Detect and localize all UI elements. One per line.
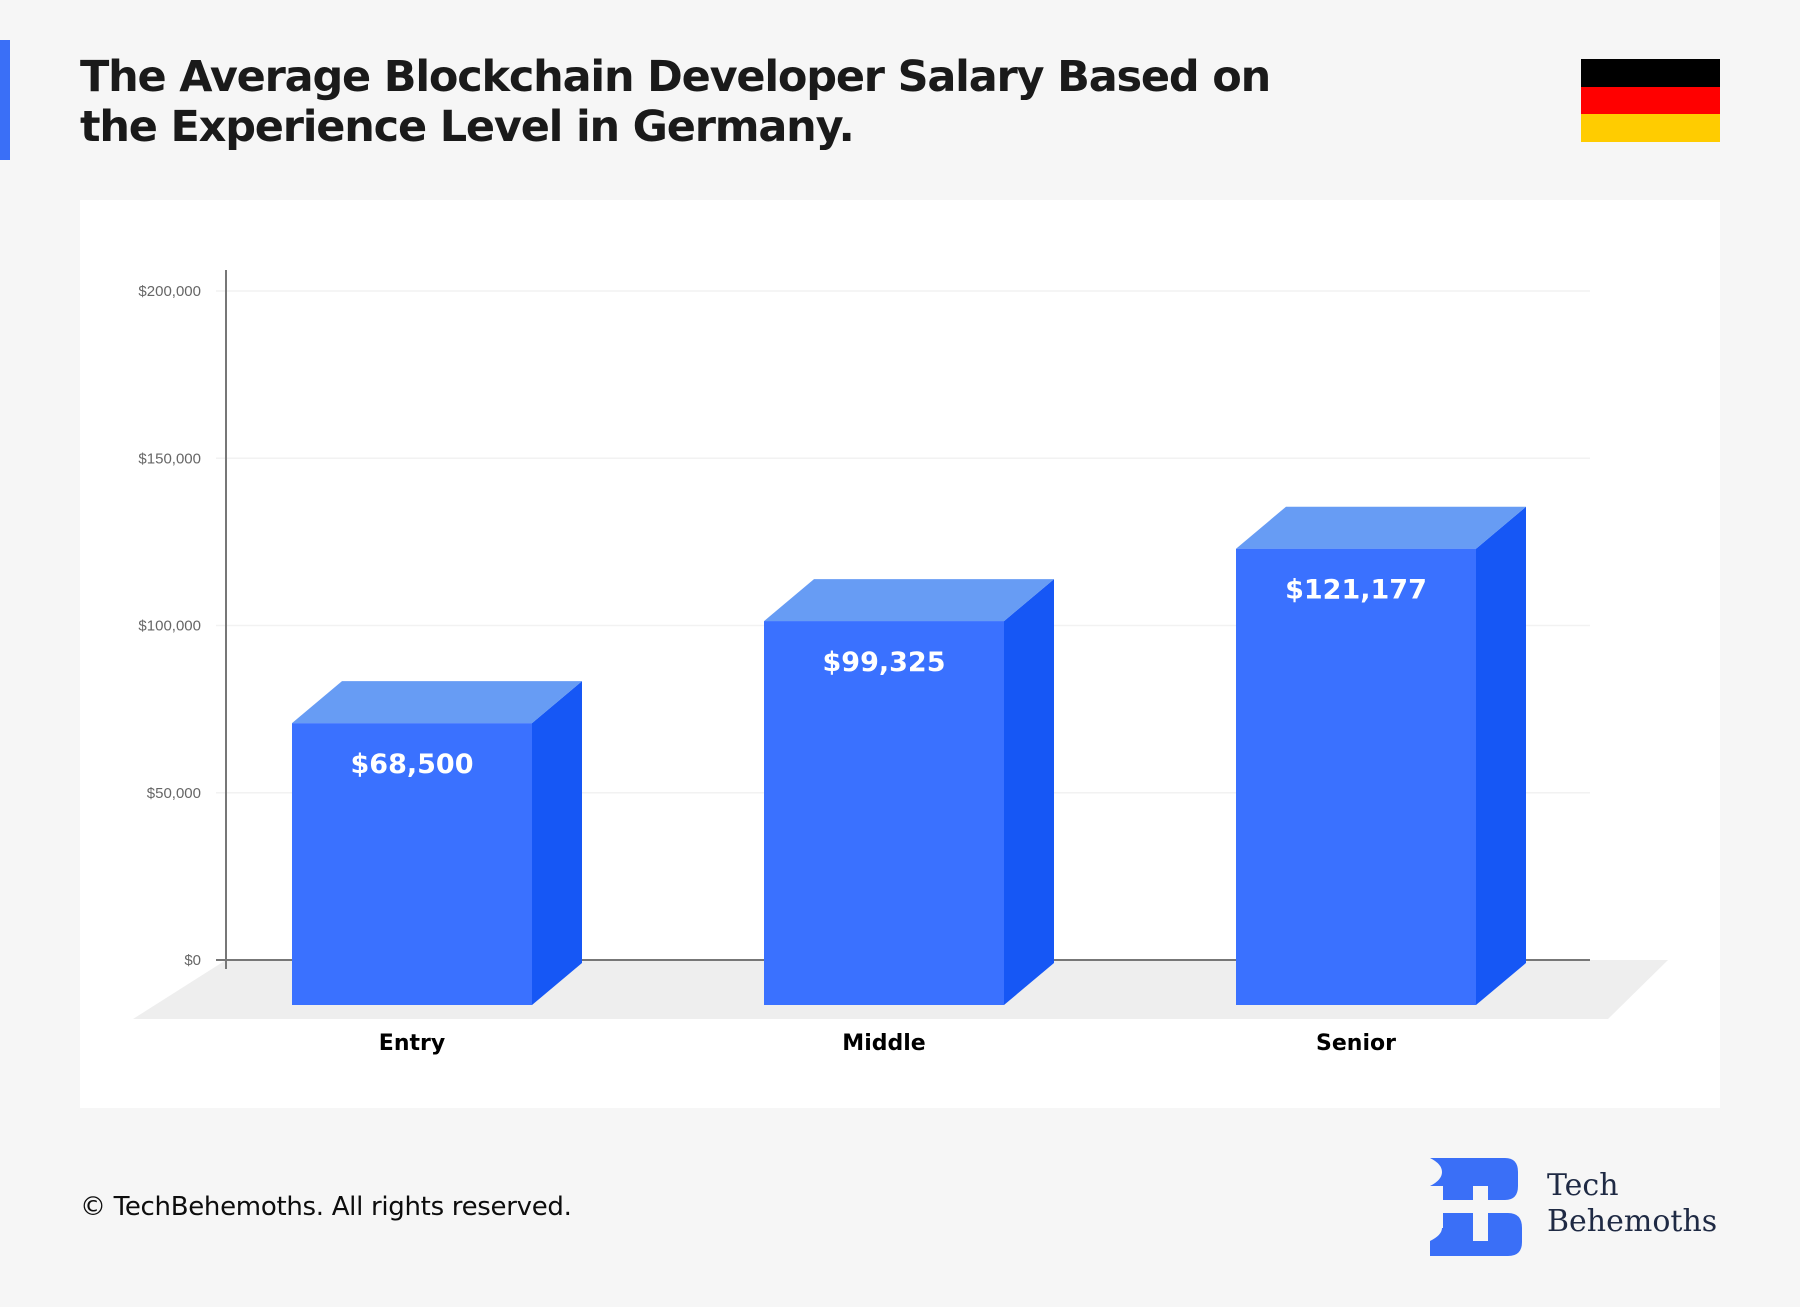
- bar-front-face: [1236, 548, 1476, 1005]
- logo-stripe-top: [1430, 1158, 1518, 1186]
- logo-text-line-1: Tech: [1547, 1168, 1619, 1203]
- bar-top-face: [764, 579, 1054, 622]
- logo-stripe-left-2: [1443, 1213, 1473, 1228]
- bar-side-face: [1004, 579, 1054, 1005]
- bar-middle: $99,325: [764, 579, 1054, 1005]
- bar-senior: $121,177: [1236, 506, 1526, 1005]
- logo-b-icon: [1430, 1158, 1522, 1256]
- y-axis-ticks: $0 $50,000 $100,000 $150,000 $200,000: [138, 283, 226, 969]
- x-category-label: Entry: [379, 1031, 445, 1056]
- accent-bar: [0, 40, 10, 160]
- flag-stripe-red: [1581, 86, 1720, 115]
- germany-flag-icon: [1581, 59, 1720, 143]
- x-category-label: Senior: [1316, 1031, 1396, 1056]
- y-tick-label: $200,000: [138, 283, 201, 300]
- logo-stripe-right-1: [1488, 1186, 1518, 1200]
- bar-entry: $68,500: [292, 681, 582, 1005]
- y-tick-label: $150,000: [138, 450, 201, 467]
- bar-value-label: $68,500: [351, 749, 474, 780]
- chart-title: The Average Blockchain Developer Salary …: [80, 52, 1280, 152]
- bar-side-face: [1476, 506, 1526, 1005]
- y-tick-label: $50,000: [147, 785, 201, 802]
- logo-stripe-bottom: [1430, 1228, 1522, 1256]
- logo-text: Tech Behemoths: [1547, 1168, 1717, 1240]
- bar-value-label: $121,177: [1285, 575, 1427, 606]
- logo-text-line-2: Behemoths: [1547, 1204, 1718, 1239]
- title-line-1: The Average Blockchain Developer Salary …: [80, 52, 1271, 102]
- y-tick-label: $100,000: [138, 618, 201, 635]
- x-category-label: Middle: [842, 1031, 925, 1056]
- bar-front-face: [292, 723, 532, 1005]
- bar-value-label: $99,325: [823, 647, 946, 678]
- bar-side-face: [532, 681, 582, 1005]
- logo-stripe-right-2: [1488, 1213, 1522, 1228]
- title-line-2: the Experience Level in Germany.: [80, 102, 855, 152]
- flag-stripe-black: [1581, 59, 1720, 87]
- copyright-notice: © TechBehemoths. All rights reserved.: [80, 1192, 572, 1222]
- logo-stripe-left-1: [1443, 1186, 1473, 1200]
- y-tick-label: $0: [184, 952, 201, 969]
- techbehemoths-logo: Tech Behemoths: [1430, 1158, 1730, 1258]
- flag-stripe-gold: [1581, 114, 1720, 143]
- bar-top-face: [1236, 506, 1526, 549]
- bar-front-face: [764, 621, 1004, 1005]
- bars: $68,500 $99,325 $121,177: [292, 506, 1526, 1005]
- bar-top-face: [292, 681, 582, 724]
- x-axis-labels: Entry Middle Senior: [379, 1031, 1396, 1056]
